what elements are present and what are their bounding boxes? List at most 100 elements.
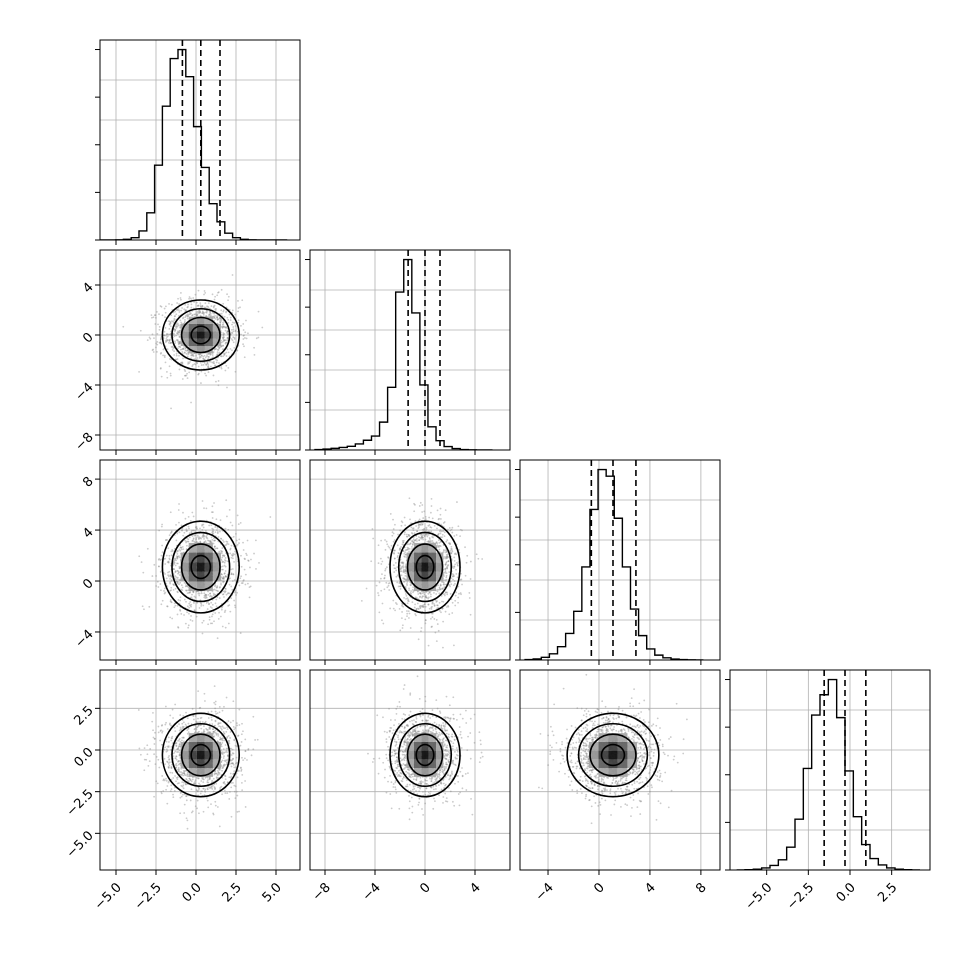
scatter-point	[436, 604, 438, 607]
scatter-point	[445, 553, 448, 556]
scatter-point	[419, 604, 422, 607]
scatter-point	[189, 604, 191, 607]
scatter-point	[207, 366, 209, 368]
scatter-point	[419, 592, 422, 594]
scatter-point	[183, 614, 185, 616]
density-cell	[204, 346, 213, 354]
scatter-point	[201, 305, 204, 307]
scatter-point	[203, 535, 206, 537]
scatter-point	[184, 303, 187, 306]
scatter-point	[198, 592, 201, 595]
scatter-point	[225, 544, 228, 546]
scatter-point	[177, 759, 180, 762]
scatter-point	[197, 353, 200, 355]
scatter-point	[170, 746, 173, 748]
scatter-point	[185, 783, 187, 786]
scatter-point	[244, 331, 247, 334]
scatter-point	[438, 601, 441, 604]
scatter-point	[204, 720, 207, 723]
scatter-point	[403, 571, 406, 573]
scatter-point	[433, 602, 435, 605]
scatter-point	[220, 317, 222, 320]
scatter-point	[219, 316, 221, 319]
scatter-point	[407, 548, 410, 551]
scatter-point	[430, 612, 433, 615]
density-cell	[196, 552, 205, 563]
scatter-point	[175, 352, 178, 355]
scatter-point	[442, 581, 444, 583]
scatter-point	[412, 586, 415, 589]
scatter-point	[177, 324, 180, 327]
scatter-point	[414, 520, 417, 523]
scatter-point	[420, 630, 422, 633]
scatter-point	[198, 594, 201, 597]
scatter-point	[164, 316, 166, 319]
scatter-point	[180, 584, 183, 587]
scatter-point	[457, 601, 459, 604]
scatter-point	[207, 305, 210, 308]
scatter-point	[230, 762, 233, 765]
scatter-point	[166, 585, 169, 588]
scatter-point	[409, 542, 412, 545]
scatter-point	[181, 545, 184, 548]
scatter-point	[240, 582, 243, 584]
scatter-point	[163, 779, 166, 782]
scatter-point	[176, 557, 178, 559]
scatter-point	[189, 619, 192, 621]
scatter-point	[441, 608, 444, 610]
scatter-point	[153, 337, 155, 340]
scatter-point	[425, 534, 428, 536]
density-cell	[196, 338, 205, 347]
scatter-point	[187, 353, 190, 355]
scatter-point	[382, 622, 385, 625]
scatter-point	[201, 500, 204, 502]
panel-frame	[309, 249, 511, 451]
scatter-point	[237, 310, 239, 313]
scatter-point	[210, 511, 213, 514]
scatter-point	[409, 542, 412, 545]
scatter-point	[455, 573, 458, 575]
scatter-point	[173, 789, 176, 792]
scatter-point	[381, 560, 384, 563]
scatter-point	[195, 615, 198, 618]
scatter-point	[168, 758, 171, 761]
scatter-point	[180, 524, 183, 527]
scatter-point	[404, 566, 407, 568]
scatter-point	[155, 575, 157, 577]
scatter-point	[187, 351, 190, 354]
scatter-point	[397, 585, 400, 588]
scatter-point	[377, 594, 380, 597]
scatter-point	[195, 537, 198, 539]
scatter-point	[187, 314, 189, 317]
scatter-point	[230, 338, 233, 340]
scatter-point	[221, 580, 224, 583]
scatter-point	[176, 591, 179, 594]
panel-frame	[99, 249, 301, 451]
scatter-point	[185, 589, 188, 592]
scatter-point	[456, 576, 459, 579]
scatter-point	[464, 546, 466, 549]
scatter-point	[212, 374, 215, 377]
scatter-point	[245, 552, 248, 555]
scatter-point	[169, 358, 171, 360]
scatter-point	[402, 565, 405, 567]
scatter-point	[225, 311, 227, 314]
scatter-point	[178, 583, 180, 586]
scatter-point	[444, 563, 447, 566]
scatter-point	[223, 354, 226, 356]
scatter-point	[377, 592, 379, 594]
scatter-point	[218, 597, 221, 599]
scatter-point	[187, 591, 190, 594]
scatter-point	[231, 555, 234, 557]
scatter-point	[401, 611, 403, 613]
scatter-point	[401, 565, 404, 568]
scatter-point	[407, 533, 410, 536]
scatter-point	[238, 810, 240, 813]
scatter-point	[377, 544, 380, 547]
scatter-point	[214, 585, 216, 588]
scatter-point	[167, 547, 170, 550]
scatter-point	[231, 309, 234, 312]
density-cell	[188, 346, 197, 354]
density-cell	[196, 323, 205, 332]
scatter-point	[226, 332, 229, 335]
